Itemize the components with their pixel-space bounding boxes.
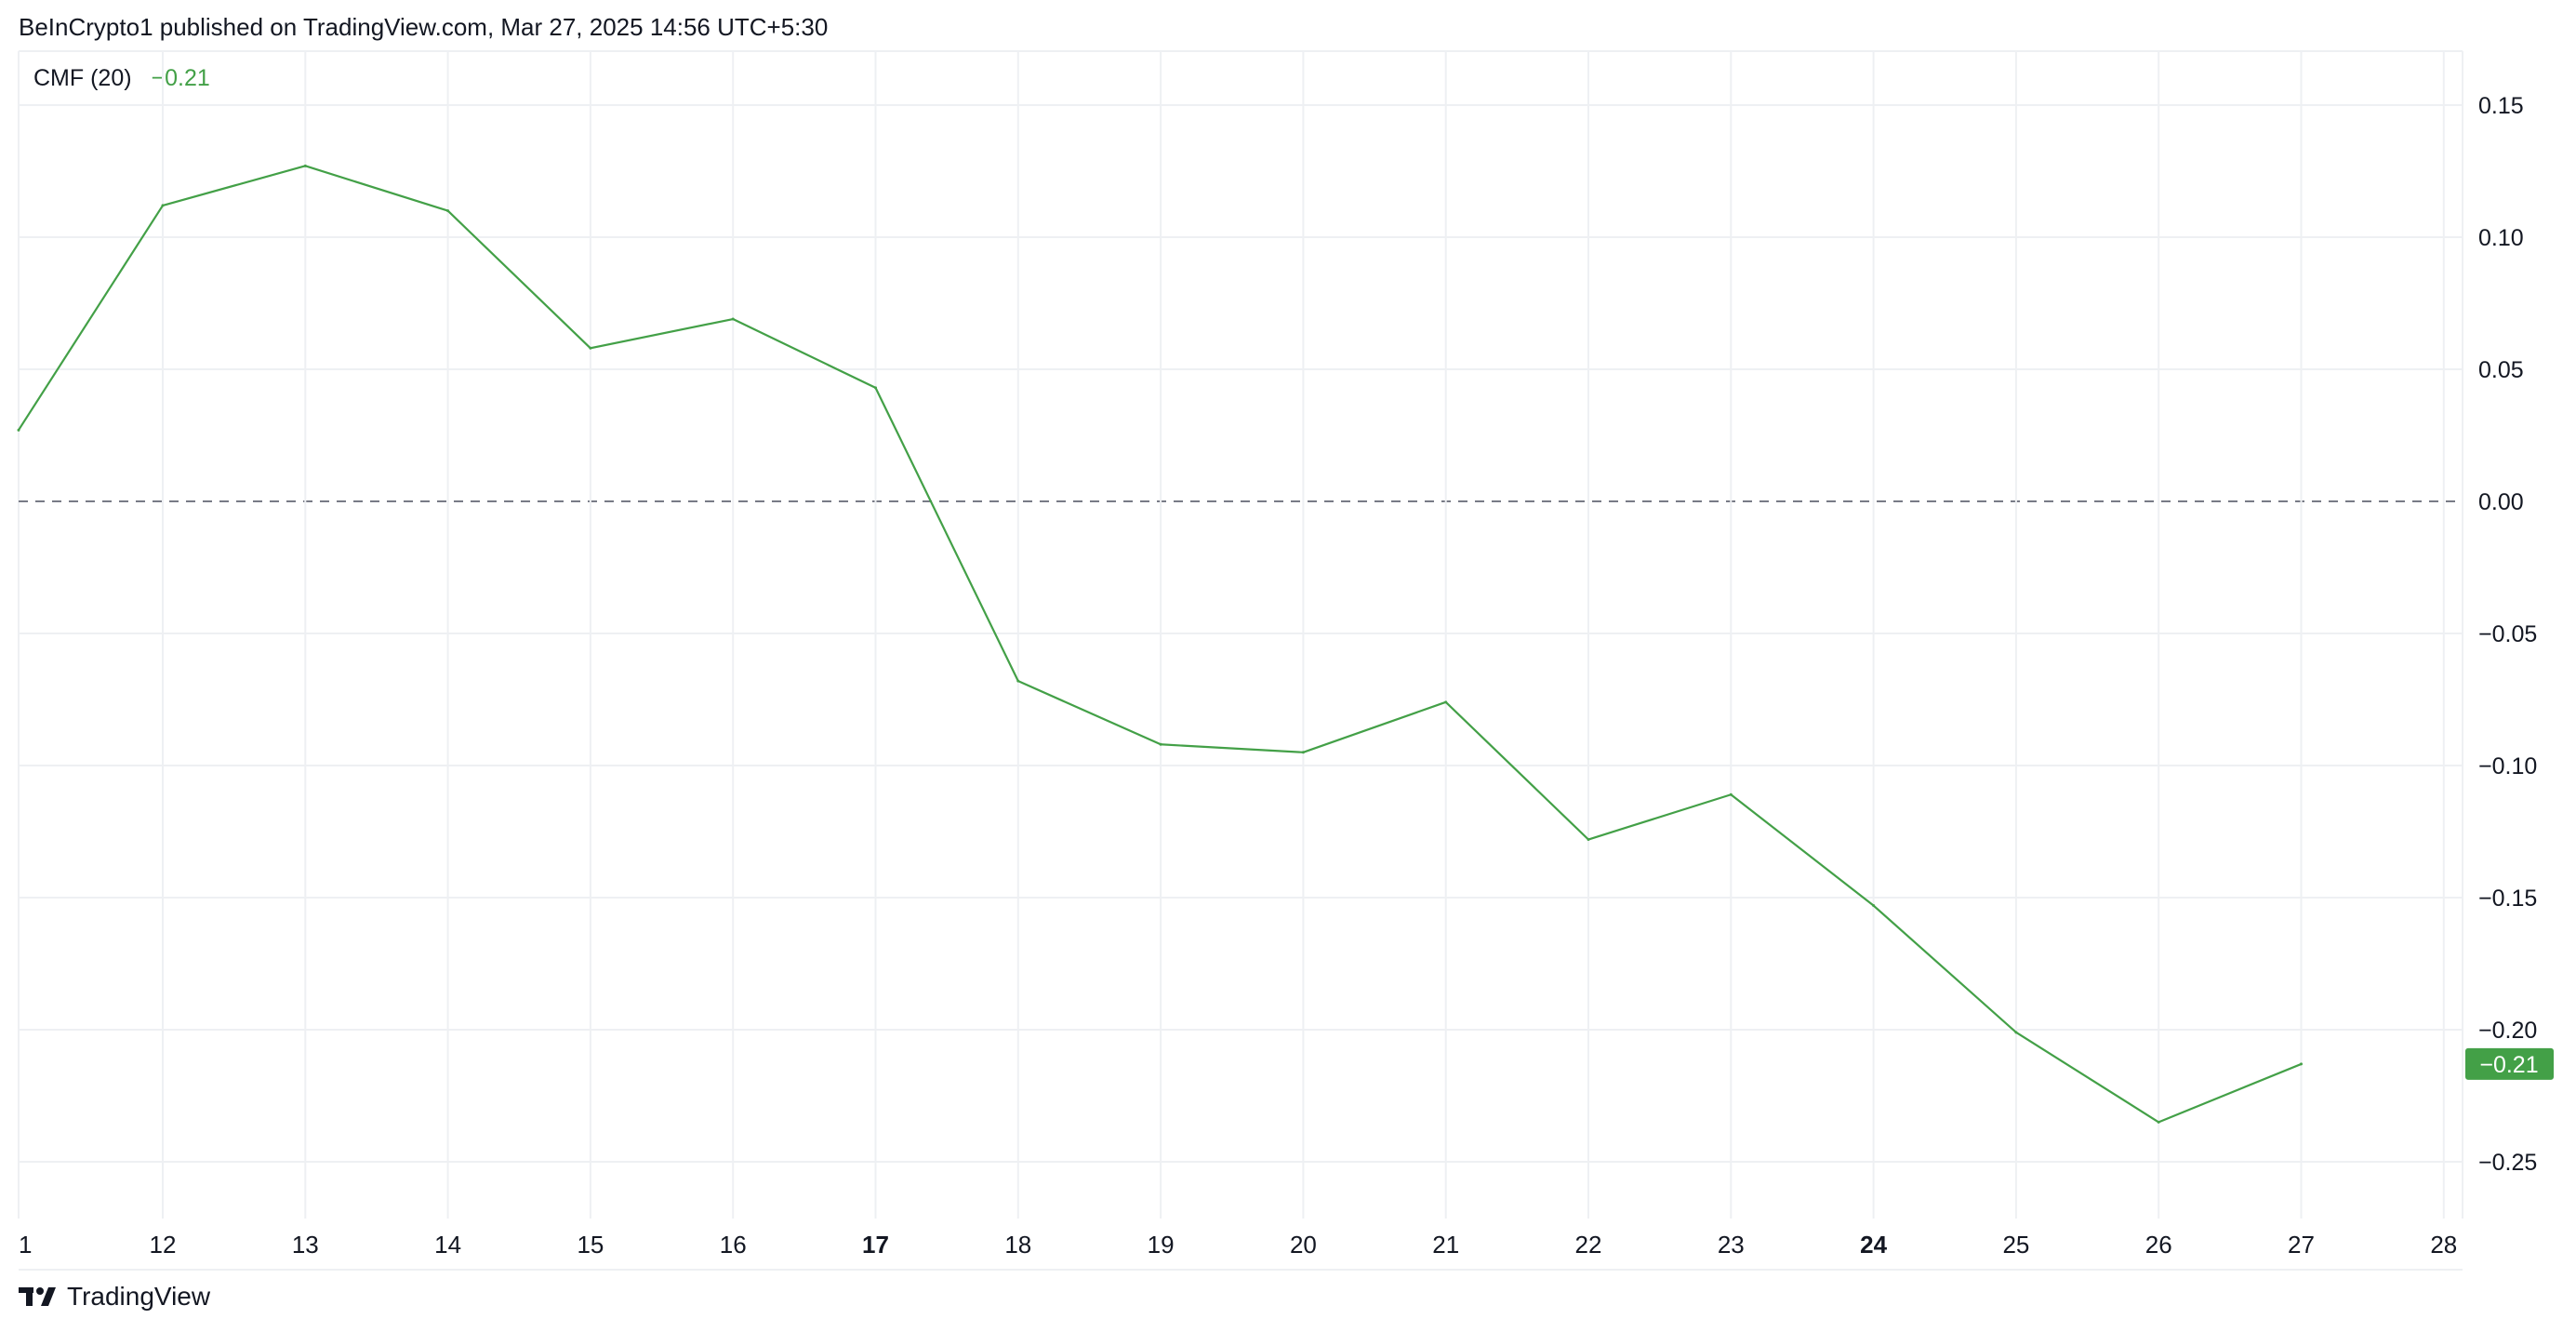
x-tick-label: 13	[292, 1231, 319, 1259]
cmf-data-point	[161, 204, 165, 207]
y-axis: 0.15 0.10 0.05 0.00 −0.05 −0.10 −0.15 −0.20 −0.2…	[2478, 93, 2537, 1176]
x-tick-label: 22	[1575, 1231, 1602, 1259]
x-tick-label: 21	[1432, 1231, 1459, 1259]
cmf-data-point	[17, 428, 20, 432]
x-tick-label: 20	[1290, 1231, 1317, 1259]
cmf-data-point	[589, 346, 592, 350]
cmf-data-point	[1301, 751, 1305, 754]
series-layer	[17, 164, 2303, 1124]
cmf-data-point	[303, 164, 307, 167]
brand-name: TradingView	[67, 1282, 211, 1311]
x-tick-label: 16	[720, 1231, 747, 1259]
indicator-legend[interactable]: CMF (20) −0.21	[33, 65, 210, 92]
indicator-current-value: −0.21	[151, 65, 210, 91]
x-tick-label: 28	[2430, 1231, 2457, 1259]
grid-lines	[18, 50, 2463, 1271]
last-value-badge	[2465, 1047, 2554, 1080]
x-tick-label: 25	[2002, 1231, 2029, 1259]
cmf-data-point	[2014, 1031, 2018, 1034]
y-tick-label: −0.20	[2478, 1018, 2537, 1044]
x-tick-label: 1	[19, 1231, 32, 1259]
x-tick-label: 23	[1718, 1231, 1745, 1259]
x-axis: 1 12 13 14 15 16 17 18 19 20 21 22 23 24 25 26 27 28	[19, 1231, 2457, 1259]
y-tick-label: −0.25	[2478, 1150, 2537, 1176]
cmf-data-point	[1016, 679, 1020, 683]
y-tick-label: 0.10	[2478, 225, 2524, 251]
cmf-data-point	[731, 317, 735, 321]
cmf-data-point	[874, 386, 877, 390]
x-tick-label: 17	[862, 1231, 889, 1259]
cmf-data-point	[1159, 742, 1162, 746]
cmf-data-point	[1587, 838, 1590, 842]
cmf-data-point	[1872, 904, 1876, 908]
cmf-data-point	[2300, 1062, 2303, 1066]
y-tick-label: 0.00	[2478, 489, 2524, 515]
y-tick-label: 0.15	[2478, 93, 2524, 119]
y-tick-label: 0.05	[2478, 357, 2524, 383]
indicator-name: CMF (20)	[33, 65, 132, 91]
cmf-data-point	[446, 209, 450, 213]
y-tick-label: −0.15	[2478, 886, 2537, 912]
last-value-badge-label: −0.21	[2479, 1052, 2538, 1078]
publisher-line: BeInCrypto1 published on TradingView.com…	[19, 13, 829, 41]
last-value-badge-layer: −0.21	[2465, 1047, 2554, 1080]
y-tick-label: −0.10	[2478, 753, 2537, 779]
x-tick-label: 15	[577, 1231, 604, 1259]
x-tick-label: 14	[434, 1231, 461, 1259]
x-tick-label: 27	[2288, 1231, 2315, 1259]
x-tick-label: 24	[1860, 1231, 1887, 1259]
cmf-data-point	[2157, 1120, 2160, 1124]
tradingview-logo-icon	[19, 1287, 56, 1306]
tradingview-footer[interactable]: TradingView	[19, 1282, 210, 1312]
y-tick-label: −0.05	[2478, 621, 2537, 647]
x-tick-label: 18	[1004, 1231, 1031, 1259]
cmf-data-point	[1729, 793, 1733, 796]
cmf-data-point	[1444, 700, 1448, 704]
x-tick-label: 19	[1148, 1231, 1175, 1259]
x-tick-label: 26	[2145, 1231, 2172, 1259]
x-tick-label: 12	[150, 1231, 177, 1259]
